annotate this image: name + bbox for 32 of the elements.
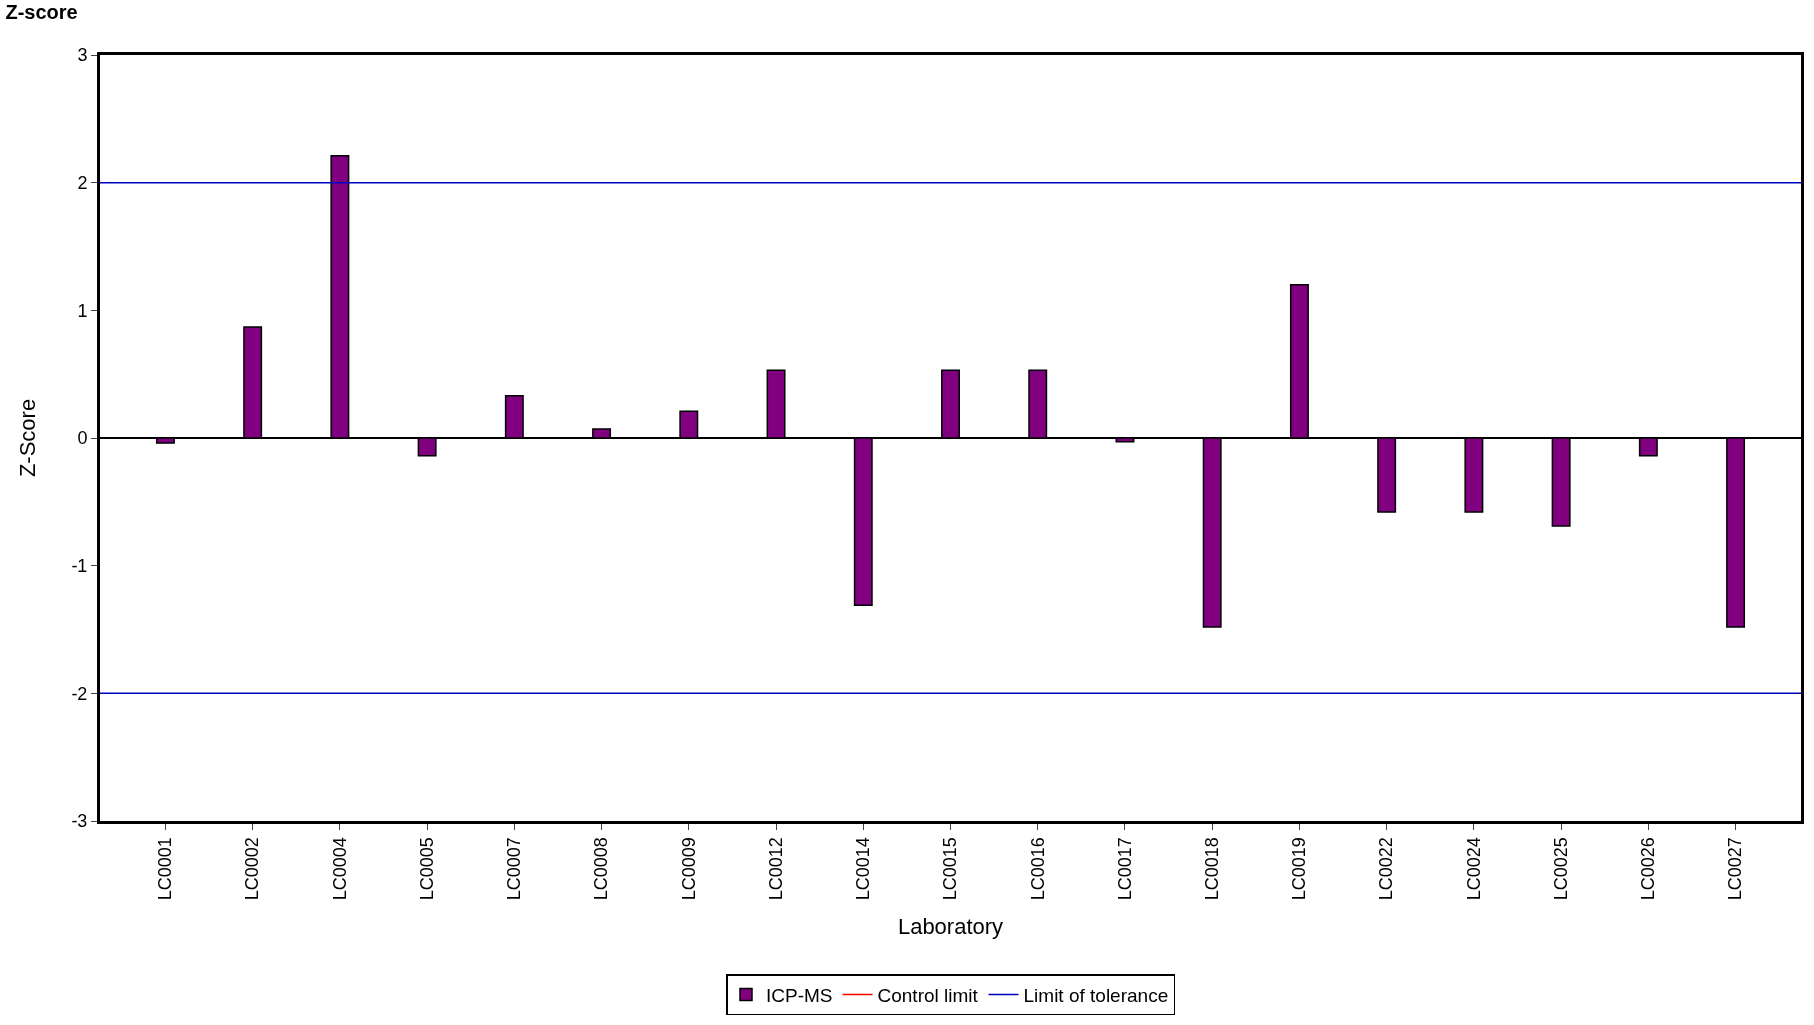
- x-tick-label: LC0012: [765, 837, 786, 901]
- x-tick-label: LC0004: [329, 837, 350, 901]
- x-tick-label: LC0008: [591, 837, 612, 901]
- y-tick-label: -1: [71, 555, 88, 576]
- y-tick-label: -3: [71, 811, 88, 832]
- legend-label: Control limit: [877, 984, 979, 1006]
- chart-title: Z-score: [5, 1, 78, 24]
- y-tick-label: 2: [77, 172, 88, 193]
- y-axis-title: Z-Score: [15, 398, 41, 478]
- x-tick-label: LC0002: [242, 837, 263, 901]
- x-tick-label: LC0025: [1550, 837, 1571, 901]
- legend-label: Limit of tolerance: [1023, 984, 1169, 1006]
- x-tick-label: LC0027: [1725, 837, 1746, 901]
- x-tick-label: LC0015: [940, 837, 961, 901]
- x-axis-title: Laboratory: [897, 914, 1004, 940]
- x-tick-label: LC0014: [853, 837, 874, 901]
- x-tick-label: LC0017: [1114, 837, 1135, 901]
- y-tick-label: 1: [77, 300, 88, 321]
- x-tick-label: LC0005: [416, 837, 437, 901]
- x-tick-label: LC0022: [1376, 837, 1397, 901]
- x-tick-label: LC0024: [1463, 837, 1484, 901]
- y-tick-label: 0: [77, 428, 88, 449]
- x-tick-label: LC0018: [1202, 837, 1223, 901]
- x-tick-label: LC0026: [1638, 837, 1659, 901]
- x-tick-label: LC0007: [504, 837, 525, 901]
- x-tick-label: LC0009: [678, 837, 699, 901]
- x-tick-label: LC0001: [155, 837, 176, 901]
- legend-label: ICP-MS: [766, 984, 833, 1006]
- y-tick-label: 3: [77, 45, 88, 66]
- y-tick-label: -2: [71, 683, 88, 704]
- x-tick-label: LC0016: [1027, 837, 1048, 901]
- x-tick-label: LC0019: [1289, 837, 1310, 901]
